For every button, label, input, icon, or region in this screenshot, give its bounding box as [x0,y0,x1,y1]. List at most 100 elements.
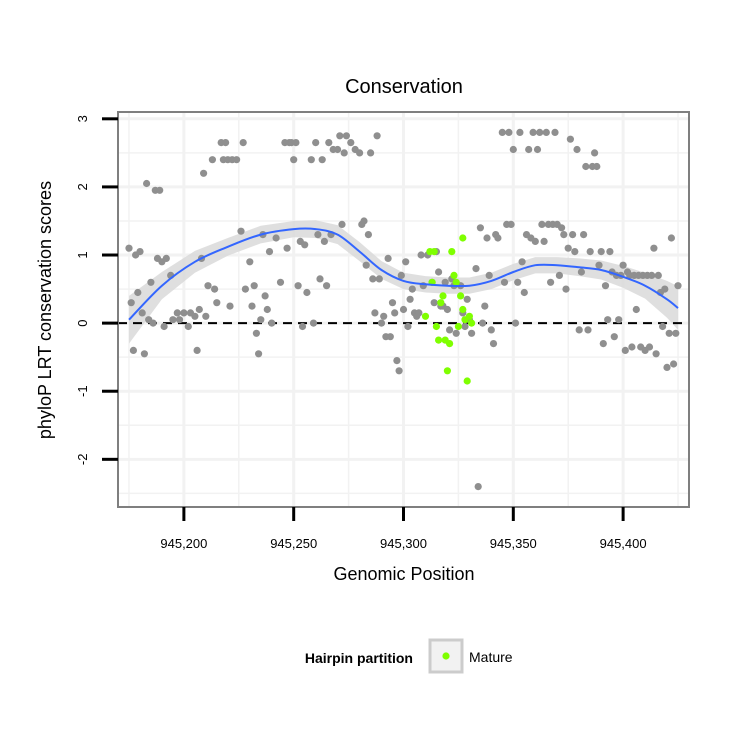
data-point [292,139,300,147]
data-point [200,169,208,177]
data-point-mature [439,292,447,300]
data-point [388,299,397,307]
legend-marker-mature [442,652,450,660]
data-point [336,132,344,140]
data-point [593,162,601,171]
data-point [395,367,403,375]
data-point [276,278,285,286]
data-point [334,145,342,154]
data-point [663,363,671,371]
data-point [531,237,539,245]
data-point [597,248,605,256]
data-point-mature [468,319,476,327]
y-tick-label: -2 [75,454,90,466]
data-point [140,350,148,358]
data-point-mature [421,312,430,320]
data-point [371,309,379,317]
data-point [404,322,412,331]
data-point [338,220,346,228]
data-point [290,156,298,164]
data-point [362,261,370,269]
data-point [674,282,682,290]
data-point [520,288,528,297]
data-point [193,346,201,354]
data-point [252,329,260,337]
data-point [138,309,146,317]
data-point [595,261,603,269]
data-point [312,139,320,147]
data-point-mature [446,340,454,348]
data-point [149,319,157,327]
data-point [272,234,280,242]
data-point [283,244,291,252]
data-point [481,302,489,310]
data-point [604,316,612,324]
data-point [569,231,577,239]
data-point [377,319,386,327]
data-point [173,309,181,317]
data-point [672,329,680,337]
data-point [654,271,662,279]
data-point [494,234,502,242]
x-axis-label: Genomic Position [333,564,474,584]
data-point [547,278,555,286]
data-point [487,326,495,334]
data-point-mature [454,322,462,331]
data-point [202,312,210,320]
data-point [298,322,307,331]
data-point [397,271,405,279]
data-point [237,227,245,235]
data-point [147,278,155,286]
data-point-mature [452,278,460,286]
data-point [430,299,438,307]
data-point [536,128,544,136]
points-mature [421,234,476,385]
data-point-mature [437,299,445,307]
data-point [169,316,177,324]
data-point [555,271,564,279]
data-point [516,128,524,136]
data-point [402,258,410,266]
data-point [367,149,375,157]
data-point-mature [459,305,467,314]
data-point [136,248,144,256]
data-point [652,350,660,358]
data-point [356,149,364,157]
data-point [670,360,678,368]
data-point [485,271,493,279]
data-point [628,343,636,351]
y-tick-label: 2 [75,183,90,190]
data-point [468,329,476,337]
x-tick-label: 945,350 [490,536,537,551]
data-point [301,241,309,249]
data-point [255,350,263,358]
data-point [384,254,392,262]
data-point [127,299,135,307]
x-tick-label: 945,300 [380,536,427,551]
data-point [518,258,526,266]
y-tick-label: -1 [75,385,90,397]
data-point [391,309,399,317]
data-point-mature [465,312,473,320]
data-point [650,244,658,252]
data-point-mature [448,248,456,256]
data-point [558,224,566,232]
data-point [162,254,170,262]
data-point [615,316,623,324]
data-point [134,288,142,297]
data-point [435,268,443,276]
data-point [246,258,254,266]
data-point [406,295,414,303]
data-point [505,128,513,136]
data-point [364,231,372,239]
data-point-mature [463,377,471,385]
x-axis: 945,200 945,250 945,300 945,350 945,400 [160,507,647,551]
data-point [573,145,581,154]
data-point-mature [459,234,467,242]
data-point [369,275,377,283]
data-point [180,309,188,317]
data-point [303,288,311,297]
data-point [213,299,221,307]
